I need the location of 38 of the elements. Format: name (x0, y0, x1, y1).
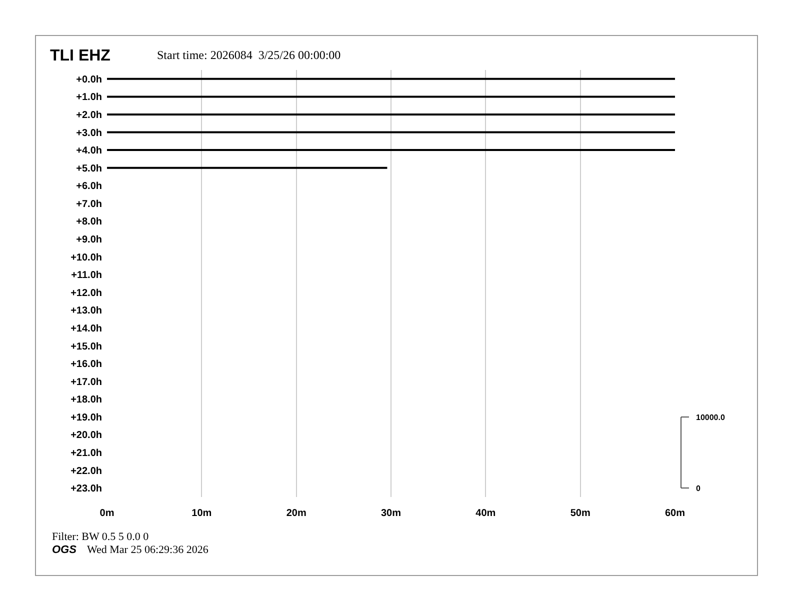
text: Wed Mar 25 06:29:36 2026 (87, 544, 209, 556)
y-tick-label: +5.0h (76, 163, 102, 174)
chart-subtitle: Start time: 2026084 3/25/26 00:00:00 (157, 48, 341, 62)
y-tick-label: +1.0h (76, 92, 102, 104)
y-tick-label: +11.0h (71, 270, 102, 282)
y-tick-label: +13.0h (70, 306, 102, 317)
y-tick-label: +19.0h (70, 412, 102, 424)
x-tick-label: 0m (100, 508, 114, 519)
text: 0 (696, 484, 701, 493)
y-tick-label: +18.0h (70, 394, 102, 406)
y-tick-label: +14.0h (70, 323, 102, 334)
y-tick-label: +12.0h (70, 288, 102, 299)
text: 10000.0 (696, 413, 726, 422)
x-tick-label: 40m (476, 508, 496, 519)
y-tick-label: +22.0h (70, 466, 102, 477)
y-tick-label: +15.0h (70, 341, 102, 352)
text: Filter: BW 0.5 5 0.0 0 (52, 531, 150, 543)
y-tick-label: +7.0h (76, 198, 102, 210)
x-tick-label: 10m (192, 508, 212, 519)
y-tick-label: +8.0h (76, 216, 102, 228)
y-tick-label: +0.0h (76, 74, 102, 86)
y-tick-label: +16.0h (70, 359, 102, 370)
y-tick-label: +6.0h (76, 181, 102, 192)
y-tick-label: +17.0h (70, 376, 102, 388)
x-tick-label: 30m (380, 508, 402, 519)
y-tick-label: +21.0h (70, 448, 102, 460)
y-tick-label: +2.0h (76, 110, 102, 121)
text: OGS (52, 544, 78, 556)
y-tick-label: +23.0h (70, 484, 102, 495)
x-tick-label: 20m (286, 508, 306, 519)
x-tick-label: 60m (664, 508, 686, 519)
y-tick-label: +9.0h (76, 234, 102, 246)
y-tick-label: +20.0h (70, 430, 102, 442)
y-tick-label: +10.0h (70, 252, 102, 264)
chart-title: TLI EHZ (50, 48, 111, 65)
x-tick-label: 50m (570, 508, 590, 519)
y-tick-label: +3.0h (76, 128, 102, 139)
y-tick-label: +4.0h (76, 146, 102, 157)
